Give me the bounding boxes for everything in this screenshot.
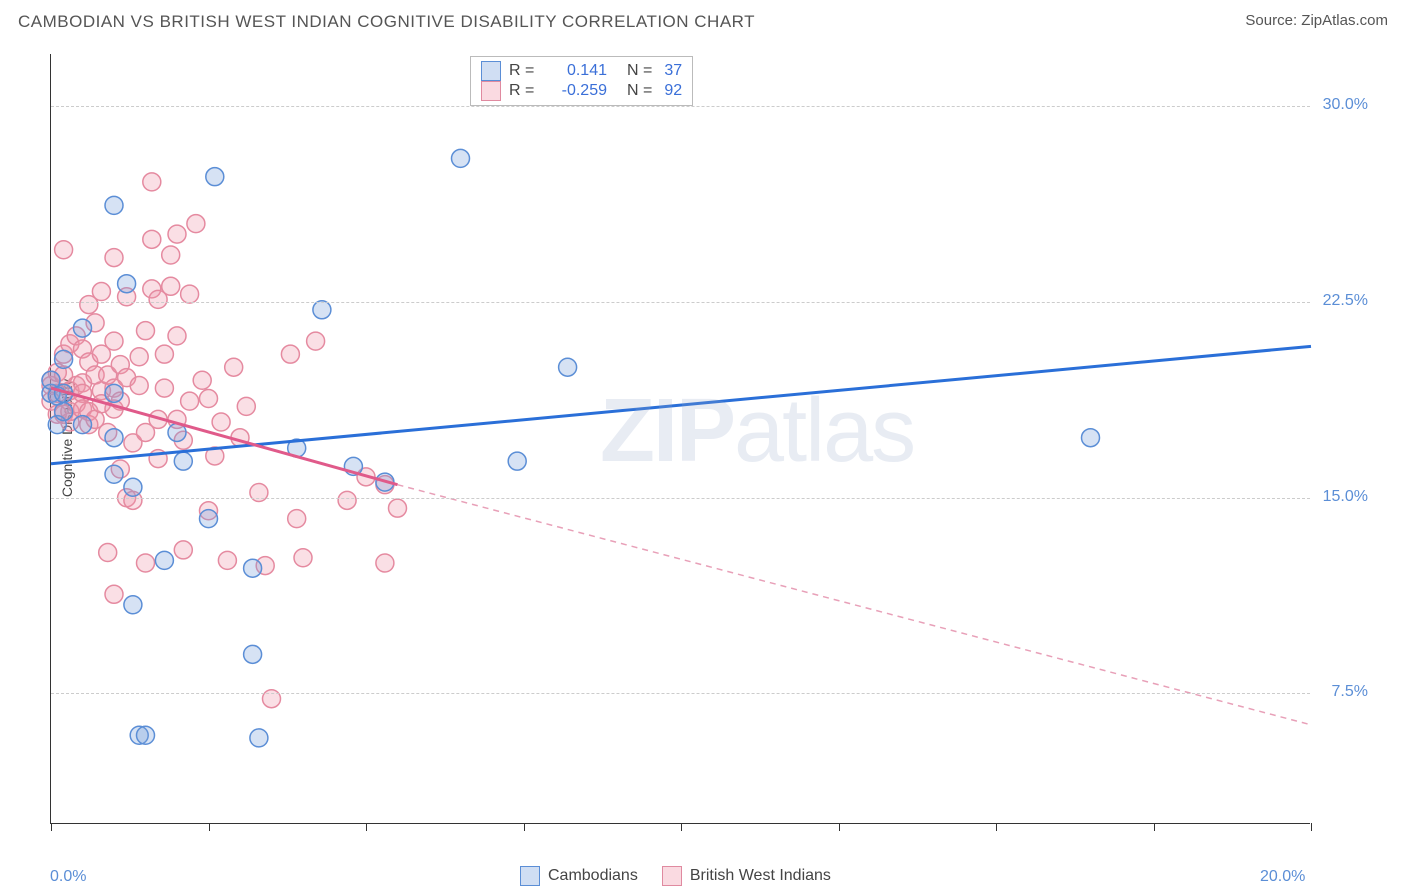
x-tick xyxy=(209,823,210,831)
scatter-point-cambodian xyxy=(105,429,123,447)
scatter-point-cambodian xyxy=(1082,429,1100,447)
scatter-point-bwi xyxy=(200,390,218,408)
gridline xyxy=(51,106,1310,107)
scatter-point-bwi xyxy=(338,491,356,509)
scatter-point-bwi xyxy=(281,345,299,363)
y-tick-label: 15.0% xyxy=(1323,488,1368,506)
chart-title: CAMBODIAN VS BRITISH WEST INDIAN COGNITI… xyxy=(18,12,755,32)
series-legend: Cambodians British West Indians xyxy=(520,866,831,886)
legend-row-bwi: R = -0.259 N = 92 xyxy=(481,81,682,101)
scatter-point-bwi xyxy=(92,283,110,301)
swatch-blue-icon xyxy=(481,61,501,81)
scatter-point-cambodian xyxy=(118,275,136,293)
scatter-point-bwi xyxy=(181,285,199,303)
scatter-point-cambodian xyxy=(124,596,142,614)
scatter-point-bwi xyxy=(250,484,268,502)
scatter-point-cambodian xyxy=(155,551,173,569)
scatter-point-bwi xyxy=(162,246,180,264)
legend-item-bwi: British West Indians xyxy=(662,866,831,886)
scatter-point-bwi xyxy=(168,327,186,345)
scatter-point-bwi xyxy=(212,413,230,431)
scatter-point-cambodian xyxy=(105,465,123,483)
swatch-blue-icon xyxy=(520,866,540,886)
scatter-point-bwi xyxy=(137,322,155,340)
gridline xyxy=(51,302,1310,303)
scatter-point-cambodian xyxy=(105,196,123,214)
x-tick xyxy=(996,823,997,831)
y-tick-label: 7.5% xyxy=(1332,683,1368,701)
scatter-point-bwi xyxy=(137,554,155,572)
x-tick xyxy=(681,823,682,831)
scatter-point-bwi xyxy=(181,392,199,410)
scatter-point-bwi xyxy=(376,554,394,572)
scatter-point-bwi xyxy=(155,345,173,363)
scatter-point-cambodian xyxy=(124,478,142,496)
x-tick-label: 20.0% xyxy=(1260,868,1305,886)
x-tick xyxy=(366,823,367,831)
scatter-point-cambodian xyxy=(559,358,577,376)
swatch-pink-icon xyxy=(481,81,501,101)
scatter-point-bwi xyxy=(105,332,123,350)
x-tick xyxy=(1311,823,1312,831)
gridline xyxy=(51,498,1310,499)
chart-plot-area xyxy=(50,54,1310,824)
scatter-point-bwi xyxy=(307,332,325,350)
scatter-point-bwi xyxy=(105,585,123,603)
scatter-point-bwi xyxy=(225,358,243,376)
scatter-point-bwi xyxy=(55,241,73,259)
scatter-svg xyxy=(51,54,1310,823)
scatter-point-bwi xyxy=(263,690,281,708)
swatch-pink-icon xyxy=(662,866,682,886)
scatter-point-cambodian xyxy=(508,452,526,470)
scatter-point-bwi xyxy=(99,544,117,562)
scatter-point-cambodian xyxy=(55,350,73,368)
scatter-point-cambodian xyxy=(74,416,92,434)
scatter-point-cambodian xyxy=(74,319,92,337)
scatter-point-bwi xyxy=(143,230,161,248)
y-tick-label: 30.0% xyxy=(1323,96,1368,114)
x-tick xyxy=(839,823,840,831)
scatter-point-bwi xyxy=(155,379,173,397)
legend-row-cambodians: R = 0.141 N = 37 xyxy=(481,61,682,81)
scatter-point-bwi xyxy=(237,397,255,415)
trendline-bwi-extrapolated xyxy=(398,485,1312,725)
legend-item-cambodians: Cambodians xyxy=(520,866,638,886)
scatter-point-cambodian xyxy=(452,149,470,167)
scatter-point-bwi xyxy=(143,173,161,191)
scatter-point-bwi xyxy=(162,277,180,295)
scatter-point-bwi xyxy=(218,551,236,569)
source-attribution: Source: ZipAtlas.com xyxy=(1245,12,1388,32)
scatter-point-bwi xyxy=(288,510,306,528)
scatter-point-cambodian xyxy=(250,729,268,747)
scatter-point-cambodian xyxy=(137,726,155,744)
scatter-point-bwi xyxy=(105,249,123,267)
scatter-point-bwi xyxy=(294,549,312,567)
correlation-legend: R = 0.141 N = 37 R = -0.259 N = 92 xyxy=(470,56,693,106)
gridline xyxy=(51,693,1310,694)
scatter-point-bwi xyxy=(193,371,211,389)
x-tick xyxy=(524,823,525,831)
scatter-point-bwi xyxy=(187,215,205,233)
scatter-point-cambodian xyxy=(244,645,262,663)
scatter-point-cambodian xyxy=(206,168,224,186)
scatter-point-cambodian xyxy=(200,510,218,528)
x-tick xyxy=(51,823,52,831)
x-tick-label: 0.0% xyxy=(50,868,86,886)
scatter-point-cambodian xyxy=(174,452,192,470)
scatter-point-bwi xyxy=(168,225,186,243)
scatter-point-bwi xyxy=(130,376,148,394)
scatter-point-bwi xyxy=(174,541,192,559)
scatter-point-bwi xyxy=(389,499,407,517)
scatter-point-cambodian xyxy=(105,384,123,402)
y-tick-label: 22.5% xyxy=(1323,292,1368,310)
scatter-point-cambodian xyxy=(313,301,331,319)
x-tick xyxy=(1154,823,1155,831)
scatter-point-bwi xyxy=(130,348,148,366)
scatter-point-cambodian xyxy=(244,559,262,577)
scatter-point-cambodian xyxy=(55,403,73,421)
